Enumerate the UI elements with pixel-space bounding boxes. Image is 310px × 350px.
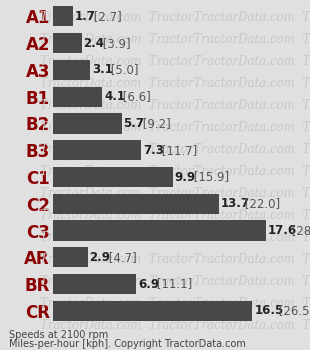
Bar (53, 113, 122, 133)
Bar (53, 6, 73, 27)
Text: TractorData.com  TractorTractorData.com  TractorTractorData.com  Tractor: TractorData.com TractorTractorData.com T… (40, 319, 310, 332)
Text: 1.7: 1.7 (75, 10, 96, 23)
Text: 7.3: 7.3 (143, 144, 164, 157)
Text: TractorData.com  TractorTractorData.com  TractorTractorData.com  Tractor: TractorData.com TractorTractorData.com T… (40, 99, 310, 112)
Bar (53, 140, 141, 160)
Text: TractorData.com  TractorTractorData.com  TractorTractorData.com  Tractor: TractorData.com TractorTractorData.com T… (40, 11, 310, 24)
Text: 13.7: 13.7 (220, 197, 249, 210)
Text: [26.5]: [26.5] (275, 304, 310, 317)
Text: 3.1: 3.1 (92, 63, 113, 77)
Text: [11.1]: [11.1] (153, 278, 193, 290)
Text: Miles-per-hour [kph]. Copyright TractorData.com: Miles-per-hour [kph]. Copyright TractorD… (9, 338, 246, 349)
Text: 17.6: 17.6 (268, 224, 297, 237)
Text: 16.5: 16.5 (254, 304, 283, 317)
Text: TractorData.com  TractorTractorData.com  TractorTractorData.com  Tractor: TractorData.com TractorTractorData.com T… (40, 275, 310, 288)
Text: 4.1: 4.1 (104, 90, 125, 103)
Text: [15.9]: [15.9] (190, 170, 229, 183)
Text: 6.9: 6.9 (138, 278, 159, 290)
Bar (53, 87, 102, 107)
Text: TractorData.com  TractorTractorData.com  TractorTractorData.com  Tractor: TractorData.com TractorTractorData.com T… (40, 209, 310, 222)
Bar (53, 274, 136, 294)
Bar (53, 60, 90, 80)
Text: TractorData.com  TractorTractorData.com  TractorTractorData.com  Tractor: TractorData.com TractorTractorData.com T… (40, 297, 310, 310)
Text: [6.6]: [6.6] (119, 90, 151, 103)
Text: TractorData.com  TractorTractorData.com  TractorTractorData.com  Tractor: TractorData.com TractorTractorData.com T… (40, 55, 310, 68)
Text: TractorData.com  TractorTractorData.com  TractorTractorData.com  Tractor: TractorData.com TractorTractorData.com T… (40, 253, 310, 266)
Text: TractorData.com  TractorTractorData.com  TractorTractorData.com  Tractor: TractorData.com TractorTractorData.com T… (40, 33, 310, 46)
Bar (53, 194, 219, 214)
Text: [4.7]: [4.7] (105, 251, 137, 264)
Text: [5.0]: [5.0] (107, 63, 139, 77)
Text: TractorData.com  TractorTractorData.com  TractorTractorData.com  Tractor: TractorData.com TractorTractorData.com T… (40, 77, 310, 90)
Bar (53, 247, 88, 267)
Text: [9.2]: [9.2] (139, 117, 170, 130)
Bar (53, 301, 252, 321)
Text: 2.4: 2.4 (84, 37, 104, 50)
Text: Speeds at 2100 rpm: Speeds at 2100 rpm (9, 329, 108, 340)
Text: [11.7]: [11.7] (158, 144, 197, 157)
Text: TractorData.com  TractorTractorData.com  TractorTractorData.com  Tractor: TractorData.com TractorTractorData.com T… (40, 187, 310, 200)
Text: [3.9]: [3.9] (99, 37, 131, 50)
Text: [2.7]: [2.7] (90, 10, 122, 23)
Text: 9.9: 9.9 (174, 170, 196, 183)
Text: 2.9: 2.9 (90, 251, 111, 264)
Text: 5.7: 5.7 (123, 117, 144, 130)
Text: [28.3]: [28.3] (288, 224, 310, 237)
Text: TractorData.com  TractorTractorData.com  TractorTractorData.com  Tractor: TractorData.com TractorTractorData.com T… (40, 121, 310, 134)
Bar (53, 33, 82, 53)
Bar (53, 220, 266, 240)
Text: TractorData.com  TractorTractorData.com  TractorTractorData.com  Tractor: TractorData.com TractorTractorData.com T… (40, 0, 310, 2)
Text: TractorData.com  TractorTractorData.com  TractorTractorData.com  Tractor: TractorData.com TractorTractorData.com T… (40, 143, 310, 156)
Bar (53, 167, 173, 187)
Text: TractorData.com  TractorTractorData.com  TractorTractorData.com  Tractor: TractorData.com TractorTractorData.com T… (40, 165, 310, 178)
Text: [22.0]: [22.0] (241, 197, 280, 210)
Text: TractorData.com  TractorTractorData.com  TractorTractorData.com  Tractor: TractorData.com TractorTractorData.com T… (40, 231, 310, 244)
